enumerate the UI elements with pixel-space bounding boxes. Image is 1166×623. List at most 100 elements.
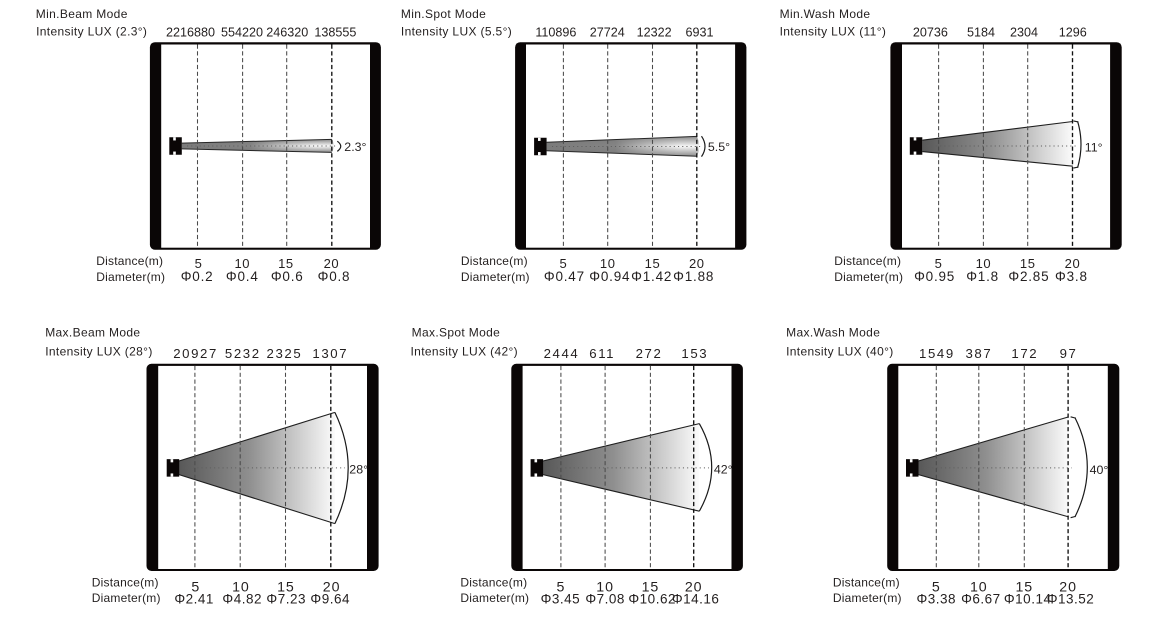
svg-text:Min.Beam Mode: Min.Beam Mode (36, 7, 128, 21)
svg-text:Φ3.45: Φ3.45 (541, 591, 581, 606)
svg-text:15: 15 (645, 256, 661, 271)
svg-text:Intensity LUX (5.5°): Intensity LUX (5.5°) (401, 25, 512, 39)
svg-text:Diameter(m): Diameter(m) (92, 591, 161, 605)
svg-text:Diameter(m): Diameter(m) (834, 270, 903, 284)
svg-text:28°: 28° (349, 462, 368, 476)
svg-text:20: 20 (689, 256, 705, 271)
svg-text:2304: 2304 (1010, 25, 1038, 39)
svg-text:20927: 20927 (173, 346, 218, 361)
svg-text:Diameter(m): Diameter(m) (96, 270, 165, 284)
svg-text:5: 5 (191, 579, 200, 595)
svg-text:Φ7.08: Φ7.08 (585, 591, 625, 606)
svg-text:Φ1.8: Φ1.8 (966, 269, 999, 284)
svg-text:20: 20 (685, 579, 703, 595)
svg-text:Φ0.4: Φ0.4 (226, 269, 259, 284)
svg-text:Intensity LUX (28°): Intensity LUX (28°) (45, 345, 153, 359)
svg-text:20736: 20736 (913, 25, 948, 39)
svg-text:Intensity LUX (2.3°): Intensity LUX (2.3°) (36, 25, 147, 39)
svg-text:Diameter(m): Diameter(m) (460, 591, 529, 605)
svg-text:Min.Wash Mode: Min.Wash Mode (780, 7, 871, 21)
svg-text:5184: 5184 (967, 25, 995, 39)
svg-text:246320: 246320 (266, 25, 308, 39)
svg-text:Φ0.95: Φ0.95 (914, 269, 955, 284)
svg-text:Intensity LUX (40°): Intensity LUX (40°) (786, 345, 894, 359)
svg-text:15: 15 (278, 256, 294, 271)
svg-text:10: 10 (970, 579, 988, 595)
svg-text:15: 15 (1016, 579, 1034, 595)
svg-text:Max.Spot Mode: Max.Spot Mode (412, 325, 501, 339)
svg-text:2216880: 2216880 (166, 25, 215, 39)
svg-text:Φ10.62: Φ10.62 (628, 591, 676, 606)
svg-text:Φ14.16: Φ14.16 (672, 591, 720, 606)
svg-text:Min.Spot Mode: Min.Spot Mode (401, 7, 486, 21)
svg-text:27724: 27724 (590, 25, 625, 39)
svg-text:12322: 12322 (637, 25, 672, 39)
svg-text:97: 97 (1060, 346, 1078, 361)
svg-text:Φ1.88: Φ1.88 (673, 269, 714, 284)
svg-text:20: 20 (1065, 256, 1081, 271)
svg-text:138555: 138555 (314, 25, 356, 39)
svg-text:172: 172 (1011, 346, 1038, 361)
svg-text:272: 272 (636, 346, 663, 361)
svg-text:Max.Wash Mode: Max.Wash Mode (786, 325, 880, 339)
svg-text:5: 5 (557, 579, 566, 595)
svg-text:Φ0.2: Φ0.2 (181, 269, 214, 284)
svg-text:Diameter(m): Diameter(m) (833, 591, 902, 605)
svg-text:Φ0.8: Φ0.8 (318, 269, 351, 284)
svg-text:11°: 11° (1085, 140, 1103, 154)
svg-text:10: 10 (234, 256, 250, 271)
svg-text:5: 5 (559, 256, 567, 271)
svg-text:Φ1.42: Φ1.42 (631, 269, 672, 284)
svg-text:Distance(m): Distance(m) (461, 254, 528, 268)
svg-text:Diameter(m): Diameter(m) (461, 270, 530, 284)
svg-text:Distance(m): Distance(m) (834, 254, 901, 268)
svg-text:153: 153 (681, 346, 708, 361)
svg-text:Distance(m): Distance(m) (833, 575, 900, 589)
svg-text:1296: 1296 (1059, 25, 1087, 39)
svg-text:Φ4.82: Φ4.82 (222, 591, 262, 606)
svg-text:Distance(m): Distance(m) (460, 575, 527, 589)
svg-text:2444: 2444 (544, 346, 580, 361)
svg-text:611: 611 (589, 346, 615, 361)
svg-text:Φ0.94: Φ0.94 (589, 269, 630, 284)
svg-text:15: 15 (642, 579, 660, 595)
svg-text:387: 387 (965, 346, 992, 361)
svg-text:15: 15 (277, 579, 295, 595)
svg-text:Intensity LUX (42°): Intensity LUX (42°) (411, 345, 519, 359)
svg-text:Φ2.85: Φ2.85 (1008, 269, 1049, 284)
svg-text:Φ2.41: Φ2.41 (174, 591, 214, 606)
svg-text:6931: 6931 (685, 25, 713, 39)
svg-text:110896: 110896 (535, 25, 576, 39)
svg-text:40°: 40° (1090, 463, 1109, 477)
svg-text:Distance(m): Distance(m) (92, 575, 159, 589)
svg-text:5: 5 (195, 256, 203, 271)
svg-text:Φ3.38: Φ3.38 (917, 591, 957, 606)
svg-text:Distance(m): Distance(m) (96, 254, 163, 268)
svg-text:20: 20 (324, 256, 340, 271)
svg-text:2325: 2325 (267, 346, 303, 361)
svg-text:Φ7.23: Φ7.23 (266, 591, 306, 606)
svg-text:5: 5 (932, 579, 941, 595)
svg-text:Φ10.14: Φ10.14 (1004, 591, 1052, 606)
svg-text:10: 10 (232, 579, 250, 595)
svg-text:Φ0.6: Φ0.6 (271, 269, 304, 284)
svg-text:1307: 1307 (312, 346, 348, 361)
svg-text:10: 10 (596, 579, 614, 595)
svg-text:15: 15 (1020, 256, 1036, 271)
svg-text:5232: 5232 (225, 346, 261, 361)
svg-text:Intensity LUX (11°): Intensity LUX (11°) (780, 25, 887, 39)
svg-text:42°: 42° (714, 462, 733, 476)
svg-text:5.5°: 5.5° (708, 140, 730, 154)
svg-text:Φ3.8: Φ3.8 (1055, 269, 1088, 284)
svg-text:20: 20 (323, 579, 341, 595)
svg-text:1549: 1549 (919, 346, 955, 361)
svg-text:2.3°: 2.3° (344, 140, 366, 154)
svg-text:554220: 554220 (221, 25, 263, 39)
svg-text:Φ6.67: Φ6.67 (961, 591, 1001, 606)
svg-text:10: 10 (976, 256, 992, 271)
svg-text:5: 5 (935, 256, 943, 271)
svg-text:10: 10 (600, 256, 616, 271)
svg-text:Φ13.52: Φ13.52 (1047, 591, 1095, 606)
svg-text:Φ0.47: Φ0.47 (544, 269, 585, 284)
svg-text:Φ9.64: Φ9.64 (310, 591, 350, 606)
